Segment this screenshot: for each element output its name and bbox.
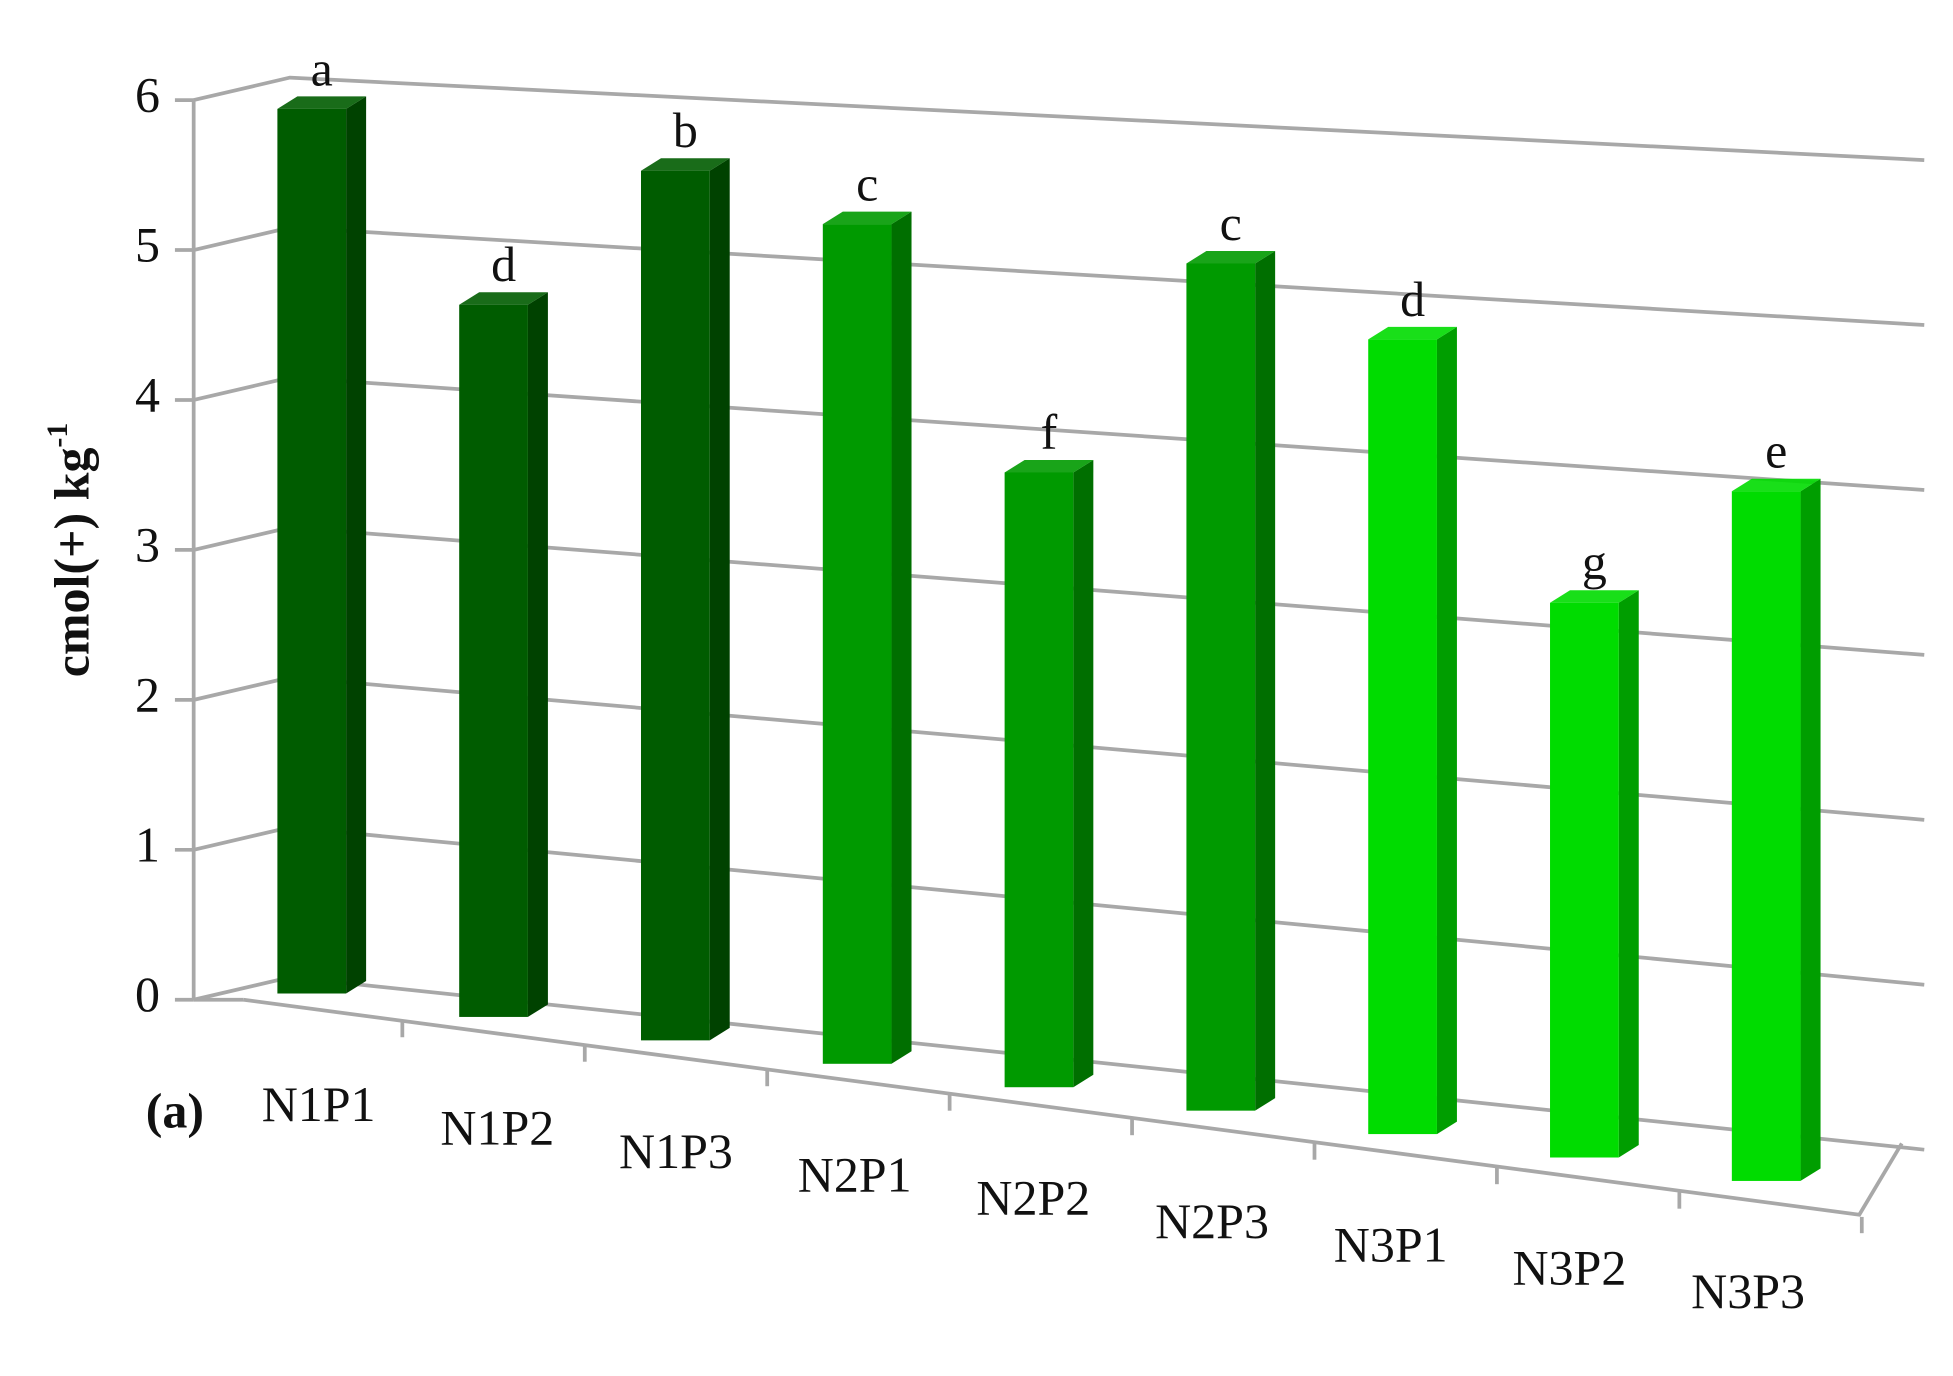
panel-label: (a) <box>146 1082 204 1138</box>
bar-side <box>1618 590 1639 1158</box>
bar-annotation: f <box>1041 404 1058 460</box>
bar <box>1186 263 1256 1111</box>
y-tick-label: 5 <box>135 217 160 273</box>
bar-side <box>1436 326 1457 1135</box>
bar-annotation: g <box>1582 534 1607 590</box>
y-tick-label: 2 <box>135 666 160 722</box>
bar-annotation: d <box>491 236 516 292</box>
y-tick-label: 1 <box>135 816 160 872</box>
x-tick-label: N2P2 <box>976 1170 1090 1226</box>
x-tick-label: N2P3 <box>1155 1193 1269 1249</box>
bar-side <box>1255 250 1276 1111</box>
bar-top <box>277 96 367 109</box>
bar <box>1368 339 1437 1135</box>
bar <box>822 224 892 1064</box>
bar-side <box>1073 459 1094 1088</box>
bar <box>641 170 710 1041</box>
bar-side <box>709 158 730 1041</box>
bar-annotation: d <box>1400 271 1425 327</box>
x-tick-label: N3P2 <box>1512 1240 1626 1296</box>
bar-side <box>891 211 912 1064</box>
bar <box>277 108 347 994</box>
x-tick-label: N1P3 <box>619 1123 733 1179</box>
y-tick-label: 0 <box>135 966 160 1022</box>
grid-line <box>193 225 1925 327</box>
floor-edge <box>243 997 1904 1217</box>
y-tick-label: 3 <box>135 516 160 572</box>
bar-side <box>1800 478 1821 1181</box>
bar <box>1004 472 1074 1088</box>
x-tick-label: N2P1 <box>798 1146 912 1202</box>
bar-side <box>346 96 367 994</box>
bar-top <box>459 292 548 305</box>
bar-annotation: c <box>856 156 878 212</box>
bar-top <box>822 211 912 225</box>
bar-annotation: c <box>1220 195 1242 251</box>
bar <box>1731 491 1801 1181</box>
bar-annotation: b <box>673 102 698 158</box>
grid-line <box>193 75 1925 162</box>
bar-annotation: a <box>311 40 333 96</box>
y-tick-label: 6 <box>135 67 160 123</box>
bar-top <box>641 158 730 171</box>
x-tick-label: N3P3 <box>1691 1263 1805 1319</box>
y-tick-label: 4 <box>135 366 160 422</box>
bar <box>459 304 528 1017</box>
x-tick-label: N1P1 <box>262 1076 376 1132</box>
bar-top <box>1550 590 1639 603</box>
bar-top <box>1004 459 1094 473</box>
x-tick-label: N1P2 <box>440 1100 554 1156</box>
bar <box>1550 602 1619 1158</box>
bar-top <box>1186 250 1276 264</box>
bar-top <box>1731 478 1821 492</box>
y-axis-title-main: cmol(+) kg <box>44 448 100 678</box>
bar-annotation: e <box>1765 423 1787 479</box>
bar-top <box>1368 326 1457 340</box>
x-tick-label: N3P1 <box>1334 1216 1448 1272</box>
y-axis-title: cmol(+) kg-1 <box>41 423 100 678</box>
bar-side <box>527 292 548 1017</box>
y-axis-title-sup: -1 <box>41 423 74 448</box>
